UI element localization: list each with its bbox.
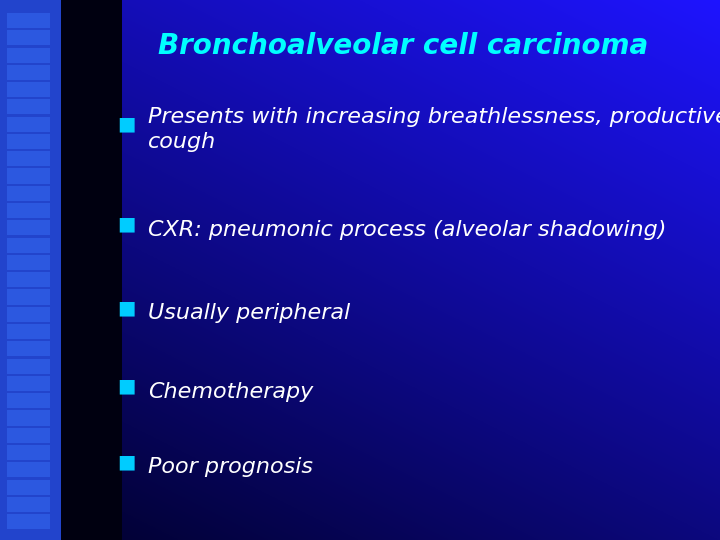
Bar [7, 82, 50, 97]
Bar [7, 65, 50, 80]
Bar [7, 186, 50, 201]
Text: Usually peripheral: Usually peripheral [148, 303, 350, 323]
Bar [7, 117, 50, 132]
Bar [7, 289, 50, 305]
Bar [7, 255, 50, 270]
Bar [7, 393, 50, 408]
Bar [7, 238, 50, 253]
Text: Chemotherapy: Chemotherapy [148, 381, 313, 402]
Text: Presents with increasing breathlessness, productive
cough: Presents with increasing breathlessness,… [148, 107, 720, 152]
Text: ■: ■ [117, 376, 135, 396]
Bar [7, 324, 50, 339]
Bar [7, 341, 50, 356]
Bar [7, 428, 50, 443]
Text: Bronchoalveolar cell carcinoma: Bronchoalveolar cell carcinoma [158, 32, 648, 60]
Bar [7, 359, 50, 374]
Bar [7, 272, 50, 287]
Bar [7, 480, 50, 495]
Bar [7, 30, 50, 45]
Bar [7, 220, 50, 235]
Bar [7, 48, 50, 63]
Bar [7, 99, 50, 114]
Bar [7, 445, 50, 460]
Text: ■: ■ [117, 452, 135, 471]
Bar [7, 307, 50, 322]
Text: ■: ■ [117, 298, 135, 318]
Text: ■: ■ [117, 214, 135, 234]
Bar [7, 134, 50, 149]
Bar [61, 0, 122, 540]
Text: Poor prognosis: Poor prognosis [148, 457, 312, 477]
Text: CXR: pneumonic process (alveolar shadowing): CXR: pneumonic process (alveolar shadowi… [148, 219, 666, 240]
Bar [0, 0, 61, 540]
Bar [7, 514, 50, 529]
Bar [7, 168, 50, 184]
Bar [7, 376, 50, 391]
Bar [7, 151, 50, 166]
Bar [7, 410, 50, 426]
Bar [7, 13, 50, 28]
Bar [7, 203, 50, 218]
Text: ■: ■ [117, 114, 135, 134]
Bar [7, 462, 50, 477]
Bar [7, 497, 50, 512]
